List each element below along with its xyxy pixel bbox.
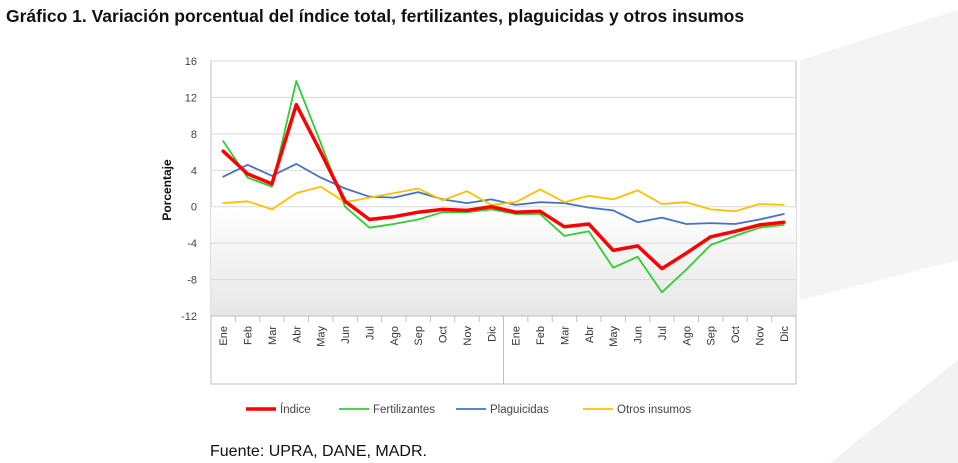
- x-tick-label: Ene: [511, 326, 523, 346]
- x-tick-label: Ago: [681, 326, 693, 346]
- x-axis: Ene Feb Mar Abr May Jun Jul Ago Sep Oct Nov Dic Ene F…: [210, 315, 797, 384]
- x-tick-label: Oct: [730, 326, 742, 343]
- negative-area-shading: [211, 206, 796, 316]
- series-line-fertilizantes: [222, 80, 785, 294]
- x-tick-label: Feb: [243, 326, 255, 345]
- x-tick-label: Jul: [657, 326, 669, 340]
- background-decoration: [830, 360, 958, 463]
- x-tick-label: Jul: [364, 326, 376, 340]
- x-tick-label: Ago: [389, 326, 401, 346]
- y-axis-label: Porcentaje: [160, 159, 174, 221]
- x-tick-label: Ene: [218, 326, 230, 346]
- y-tick-label: 4: [191, 165, 197, 177]
- x-tick-label: Nov: [462, 326, 474, 346]
- x-tick-label: Mar: [559, 326, 571, 345]
- x-tick-label: Mar: [267, 326, 279, 345]
- x-tick-label: Jun: [340, 326, 352, 344]
- legend: Índice Fertilizantes Plaguicidas Otros insu…: [246, 403, 691, 416]
- legend-label: Índice: [280, 403, 311, 416]
- source-note: Fuente: UPRA, DANE, MADR.: [210, 443, 427, 460]
- x-tick-label: Abr: [584, 326, 596, 343]
- x-tick-label: Sep: [706, 326, 718, 346]
- x-tick-label: Feb: [535, 326, 547, 345]
- series-lines: [221, 80, 786, 294]
- chart-title: Gráfico 1. Variación porcentual del índi…: [6, 6, 745, 26]
- x-tick-label: Nov: [754, 326, 766, 346]
- legend-label: Plaguicidas: [490, 404, 549, 416]
- x-tick-label: Abr: [291, 326, 303, 343]
- series-line-índice: [221, 102, 786, 271]
- y-tick-label: 0: [191, 202, 197, 214]
- series-line-plaguicidas: [222, 162, 785, 225]
- x-tick-label: May: [316, 326, 328, 347]
- x-tick-label: May: [608, 326, 620, 347]
- y-tick-label: 16: [185, 56, 197, 68]
- legend-label: Otros insumos: [617, 404, 691, 416]
- y-tick-label: -4: [187, 238, 197, 250]
- y-axis: 16 12 8 4 0 -4 -8 -12: [181, 56, 197, 323]
- background-decoration: [800, 10, 958, 300]
- x-tick-label: Dic: [486, 326, 498, 342]
- y-tick-label: -12: [181, 311, 197, 323]
- y-tick-label: 12: [185, 92, 197, 104]
- legend-label: Fertilizantes: [373, 404, 435, 416]
- x-tick-label: Dic: [779, 326, 791, 342]
- x-tick-label: Oct: [438, 326, 450, 343]
- x-tick-label: Jun: [633, 326, 645, 344]
- y-tick-label: -8: [187, 275, 197, 287]
- x-tick-label: Sep: [413, 326, 425, 346]
- y-tick-label: 8: [191, 129, 197, 141]
- series-line-otros-insumos: [222, 185, 785, 213]
